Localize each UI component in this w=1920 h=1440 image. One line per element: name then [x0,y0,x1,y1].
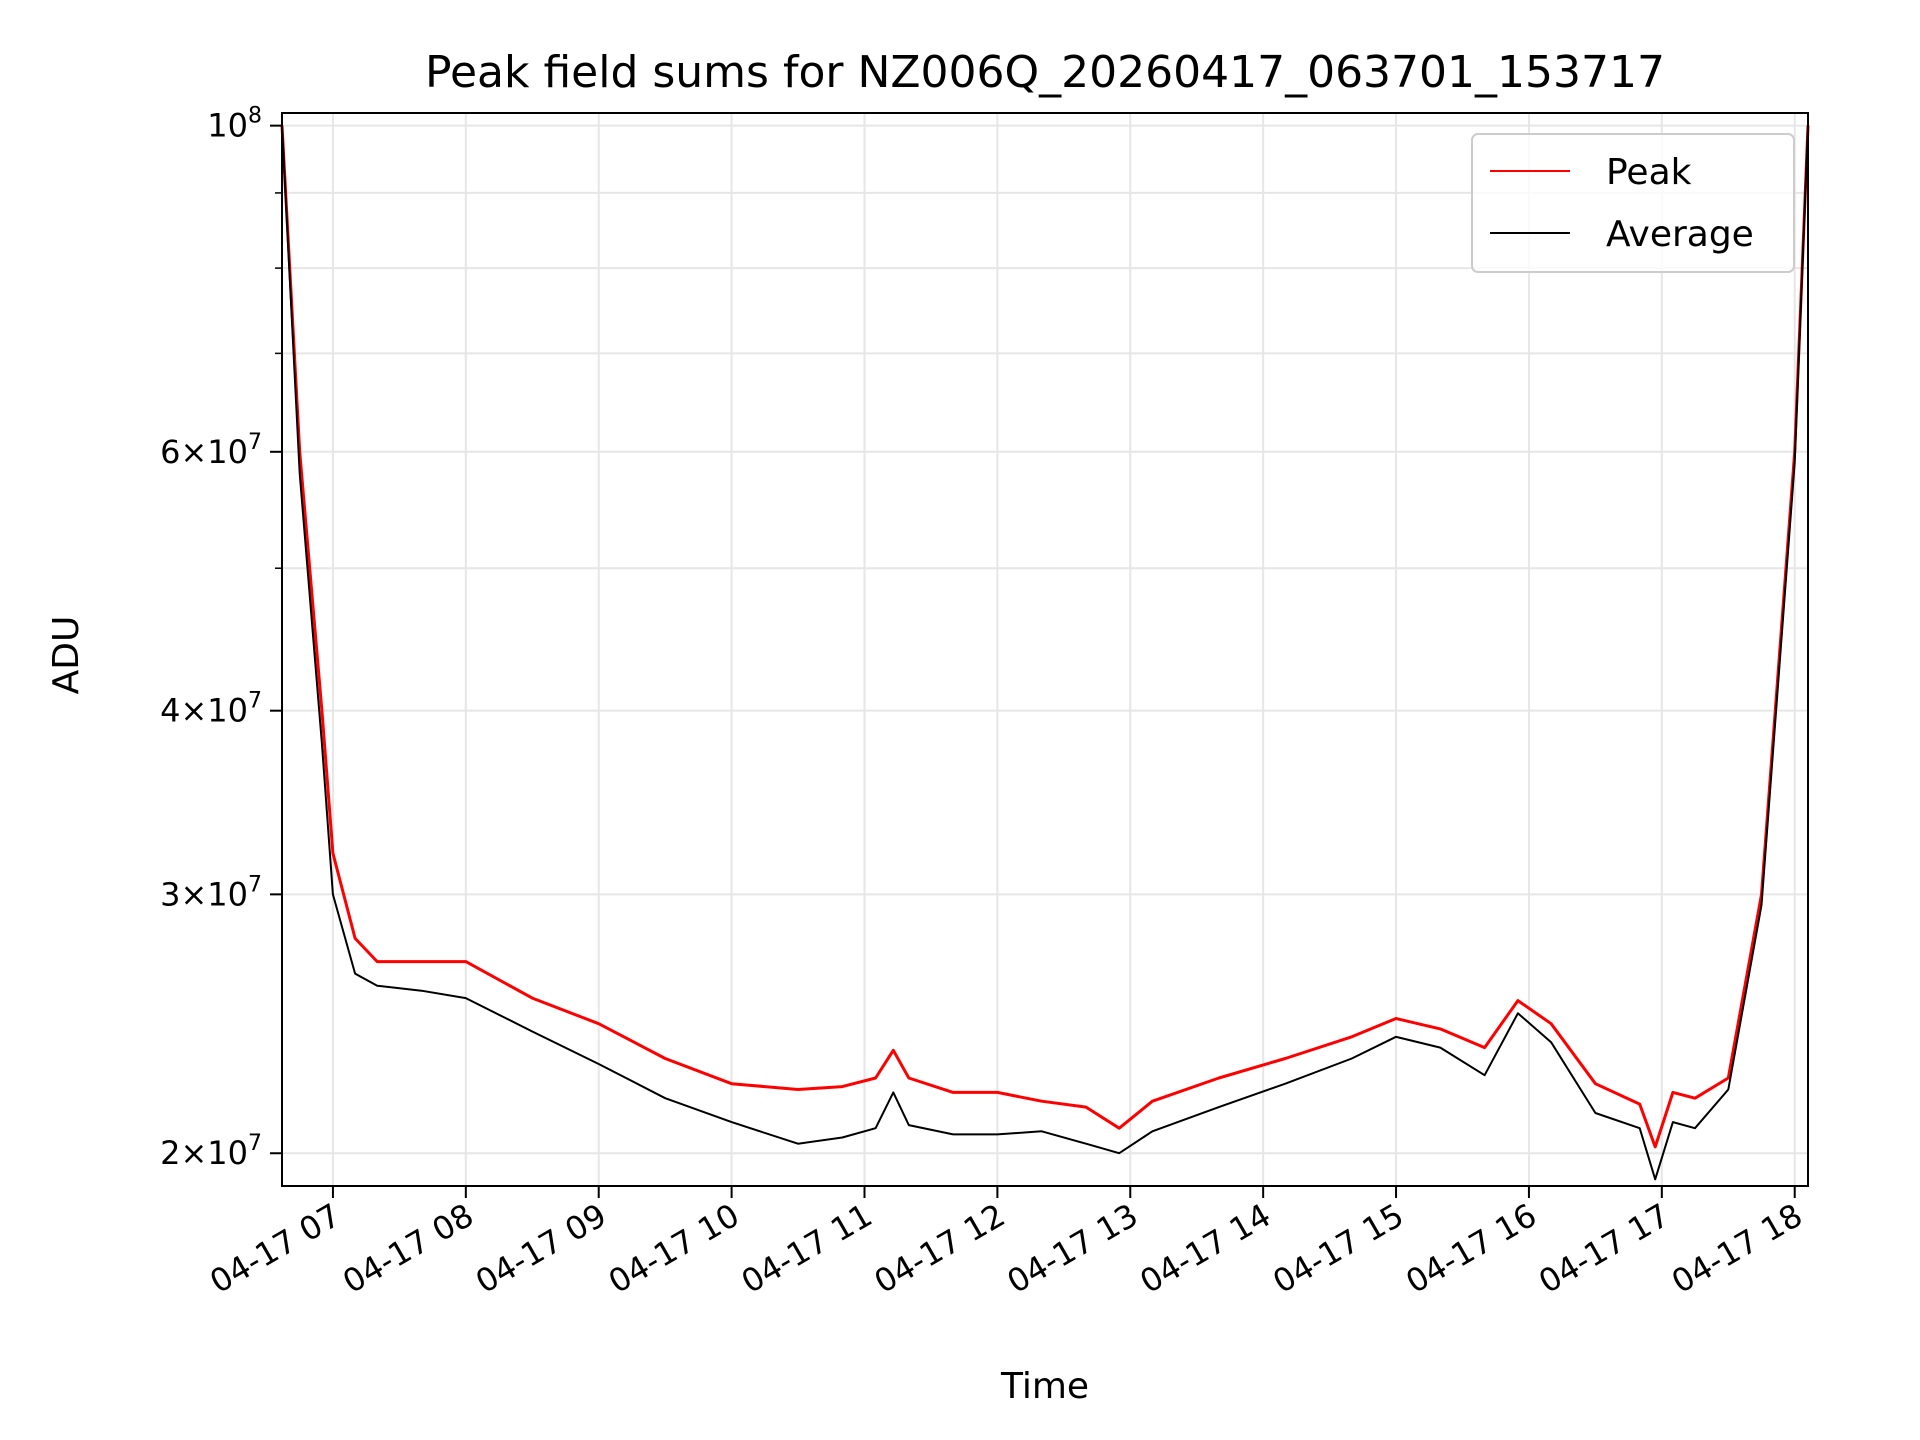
x-tick-label: 04-17 07 [203,1196,347,1301]
y-tick-label: 6×107 [160,430,262,471]
x-tick-label: 04-17 15 [1266,1196,1410,1301]
legend: Peak Average [1471,133,1795,273]
y-tick-label: 4×107 [160,689,262,730]
x-tick-label: 04-17 10 [602,1196,746,1301]
y-tick-label: 2×107 [160,1131,262,1172]
x-tick-label: 04-17 13 [1001,1196,1145,1301]
grid [282,113,1808,1186]
x-axis-label: Time [1000,1366,1089,1407]
y-axis-label: ADU [46,616,87,695]
series-line-average [281,125,1809,1181]
chart-title: Peak field sums for NZ006Q_20260417_0637… [425,47,1665,98]
x-tick-label: 04-17 08 [336,1196,480,1301]
x-tick-label: 04-17 16 [1399,1196,1543,1301]
x-tick-label: 04-17 09 [469,1196,613,1301]
x-tick-label: 04-17 14 [1134,1196,1278,1301]
y-tick-label: 108 [207,104,262,145]
series-line-peak [280,125,1810,1149]
x-tick-label: 04-17 12 [868,1196,1012,1301]
x-tick-label: 04-17 11 [735,1196,879,1301]
plot-frame [281,112,1809,1187]
y-tick-label: 3×107 [160,872,262,913]
x-tick-label: 04-17 18 [1665,1196,1809,1301]
x-tick-label: 04-17 17 [1532,1196,1676,1301]
legend-box [1471,133,1795,273]
legend-peak-label: Peak [1606,152,1692,193]
legend-average-label: Average [1606,214,1754,255]
y-axis: 108 6×107 4×107 3×107 2×107 [160,104,282,1172]
series-layer [280,125,1810,1181]
